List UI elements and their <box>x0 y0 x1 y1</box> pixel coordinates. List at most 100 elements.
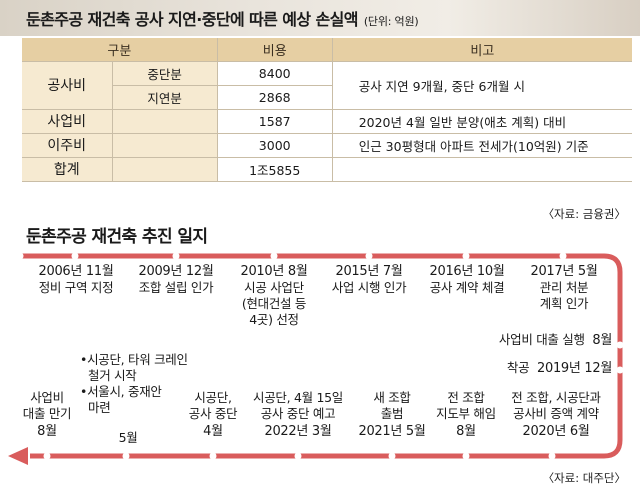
header-note: 비고 <box>331 38 632 62</box>
cell-value: 1조5855 <box>216 157 333 182</box>
event-text: •서울시, 중재안 <box>80 384 162 399</box>
event-text: 사업비 <box>30 390 64 405</box>
event-text: 4곳) 선정 <box>249 312 299 327</box>
event-text: 철거 시작 <box>88 368 137 383</box>
timeline-event: 새 조합 출범 2021년 5월 <box>350 390 434 440</box>
timeline-dot <box>462 252 470 260</box>
event-text: 지도부 해임 <box>436 406 496 421</box>
event-date: 2020년 6월 <box>522 424 590 439</box>
timeline-event: 2010년 8월 시공 사업단 (현대건설 등 4곳) 선정 <box>226 264 322 328</box>
event-text: 사업비 대출 실행 <box>498 332 585 347</box>
empty-cell <box>331 157 632 182</box>
row-label: 합계 <box>22 157 112 182</box>
cell-value: 3000 <box>216 133 333 158</box>
timeline-dot <box>462 452 470 460</box>
event-date: 2006년 11월 <box>38 264 114 279</box>
event-text: 관리 처분 <box>539 280 589 295</box>
event-date: 2019년 12월 <box>537 361 612 376</box>
timeline-event: 2017년 5월 관리 처분 계획 인가 <box>516 264 612 312</box>
page-title: 둔촌주공 재건축 공사 지연·중단에 따른 예상 손실액 (단위: 억원) <box>26 6 419 30</box>
event-date: 2022년 3월 <box>264 424 332 439</box>
event-text: 시공단, <box>194 390 232 405</box>
event-text: 공사 중단 예고 <box>260 406 336 421</box>
table-row: 합계 1조5855 <box>22 157 632 182</box>
event-date: 2016년 10월 <box>429 264 505 279</box>
event-date: 2009년 12월 <box>138 264 214 279</box>
timeline-dot <box>294 452 302 460</box>
timeline-dot <box>209 452 217 460</box>
table-row: 공사비 중단분 8400 공사 지연 9개월, 중단 6개월 시 <box>22 61 632 110</box>
timeline-dot <box>548 452 556 460</box>
timeline-dot <box>616 341 624 349</box>
timeline-dot <box>16 252 24 260</box>
cell-note: 2020년 4월 일반 분양(애초 계획) 대비 <box>331 109 632 134</box>
event-text: 공사 계약 체결 <box>429 280 505 295</box>
event-date: 5월 <box>118 430 138 445</box>
timeline-dot <box>122 452 130 460</box>
timeline-event: 사업비 대출 실행 8월 <box>478 332 612 349</box>
table-header-row: 구분 비용 비고 <box>22 38 632 62</box>
cell-value: 1587 <box>216 109 333 134</box>
loss-table: 구분 비용 비고 공사비 중단분 8400 공사 지연 9개월, 중단 6개월 … <box>22 38 632 182</box>
event-text: 사업 시행 인가 <box>331 280 407 295</box>
row-label: 공사비 <box>22 61 112 110</box>
header-background <box>0 0 640 36</box>
timeline-title: 둔촌주공 재건축 추진 일지 <box>26 227 208 247</box>
table-row: 지연분 2868 <box>22 85 632 110</box>
row-label: 사업비 <box>22 109 112 134</box>
title-text: 둔촌주공 재건축 공사 지연·중단에 따른 예상 손실액 <box>26 10 358 29</box>
event-date: 4월 <box>203 424 223 439</box>
event-date: 2015년 7월 <box>335 264 403 279</box>
event-text: 시공단, 4월 15일 <box>253 390 343 405</box>
event-text: 전 조합, 시공단과 <box>511 390 601 405</box>
event-text: 공사 중단 <box>188 406 238 421</box>
event-text: 계획 인가 <box>539 296 589 311</box>
source-label: 〈자료: 대주단〉 <box>542 471 626 485</box>
unit-label: (단위: 억원) <box>363 15 419 28</box>
timeline-event: 착공 2019년 12월 <box>478 360 612 377</box>
table-row: 사업비 1587 2020년 4월 일반 분양(애초 계획) 대비 <box>22 109 632 134</box>
event-text: •시공단, 타워 크레인 <box>80 352 188 367</box>
header-category: 구분 <box>22 38 218 62</box>
event-date: 8월 <box>456 424 476 439</box>
timeline-dot <box>616 366 624 374</box>
cell-note: 인근 30평형대 아파트 전세가(10억원) 기준 <box>331 133 632 158</box>
timeline-event: 2015년 7월 사업 시행 인가 <box>320 264 418 296</box>
event-date: 2010년 8월 <box>240 264 308 279</box>
timeline-dot <box>559 252 567 260</box>
timeline-dot <box>172 252 180 260</box>
event-text: 공사비 증액 계약 <box>513 406 599 421</box>
header-cost: 비용 <box>216 38 333 62</box>
empty-cell <box>111 133 218 158</box>
cell-value: 8400 <box>216 61 333 86</box>
timeline-event: 2006년 11월 정비 구역 지정 <box>28 264 124 296</box>
timeline-event: 전 조합 지도부 해임 8월 <box>424 390 508 440</box>
timeline-event: 전 조합, 시공단과 공사비 증액 계약 2020년 6월 <box>502 390 610 440</box>
event-date: 2017년 5월 <box>530 264 598 279</box>
event-text: (현대건설 등 <box>241 296 307 311</box>
event-text: 대출 만기 <box>22 406 72 421</box>
event-text: 조합 설립 인가 <box>138 280 214 295</box>
timeline-event: 사업비 대출 만기 8월 <box>14 390 80 440</box>
timeline-dot <box>365 252 373 260</box>
cell-value: 2868 <box>216 85 333 110</box>
timeline-path <box>20 253 623 459</box>
event-text: 새 조합 <box>373 390 411 405</box>
event-text: 착공 <box>506 360 530 375</box>
table-row: 이주비 3000 인근 30평형대 아파트 전세가(10억원) 기준 <box>22 133 632 158</box>
sub-label: 중단분 <box>111 61 218 86</box>
timeline-event: 시공단, 공사 중단 4월 <box>178 390 248 440</box>
timeline-dot <box>388 452 396 460</box>
timeline-dot <box>43 452 51 460</box>
timeline-event: 시공단, 4월 15일 공사 중단 예고 2022년 3월 <box>248 390 348 440</box>
timeline-event: 2016년 10월 공사 계약 체결 <box>418 264 516 296</box>
timeline-dot <box>270 252 278 260</box>
empty-cell <box>111 157 218 182</box>
sub-label: 지연분 <box>111 85 218 110</box>
empty-cell <box>111 109 218 134</box>
event-text: 출범 <box>380 406 404 421</box>
timeline-dot <box>71 252 79 260</box>
timeline-event: 2009년 12월 조합 설립 인가 <box>128 264 224 296</box>
event-text: 마련 <box>88 400 111 415</box>
